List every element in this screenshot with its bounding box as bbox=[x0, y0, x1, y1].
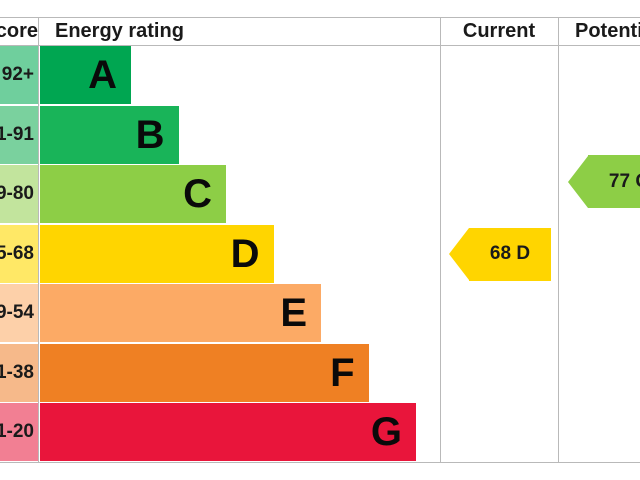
score-range-f: 21-38 bbox=[0, 343, 38, 402]
potential-rating-arrow: 77 C bbox=[568, 155, 640, 208]
band-bar-e: E bbox=[40, 284, 321, 342]
band-bar-c: C bbox=[40, 165, 226, 223]
header-divider bbox=[0, 45, 640, 46]
band-letter-a: A bbox=[88, 53, 117, 97]
score-header: Score bbox=[0, 20, 38, 42]
score-range-d: 55-68 bbox=[0, 224, 38, 283]
band-letter-e: E bbox=[280, 291, 307, 335]
score-range-e: 39-54 bbox=[0, 284, 38, 342]
score-range-g: 1-20 bbox=[0, 403, 38, 461]
band-letter-g: G bbox=[370, 410, 402, 454]
energy-rating-header: Energy rating bbox=[55, 20, 184, 42]
current-rating-label: 68 D bbox=[469, 227, 551, 281]
band-bar-d: D bbox=[40, 224, 274, 283]
band-bar-a: A bbox=[40, 46, 131, 104]
band-bar-g: G bbox=[40, 403, 416, 461]
top-border bbox=[0, 17, 640, 18]
band-bar-b: B bbox=[40, 105, 179, 164]
current-header: Current bbox=[462, 20, 536, 42]
current-arrow-tip bbox=[449, 228, 469, 280]
band-letter-b: B bbox=[135, 112, 165, 157]
score-column-divider bbox=[38, 17, 39, 463]
current-column-divider bbox=[440, 17, 441, 463]
potential-column-divider bbox=[558, 17, 559, 463]
score-range-c: 69-80 bbox=[0, 165, 38, 223]
score-range-a: 92+ bbox=[0, 46, 38, 104]
bottom-border bbox=[0, 462, 640, 463]
potential-rating-label: 77 C bbox=[588, 155, 640, 208]
band-bar-f: F bbox=[40, 343, 369, 402]
band-letter-d: D bbox=[230, 231, 260, 276]
current-rating-arrow: 68 D bbox=[449, 227, 551, 281]
band-letter-f: F bbox=[330, 350, 355, 395]
band-letter-c: C bbox=[183, 172, 212, 216]
potential-arrow-tip bbox=[568, 155, 588, 208]
score-range-b: 81-91 bbox=[0, 105, 38, 164]
potential-header: Potential bbox=[575, 20, 640, 42]
